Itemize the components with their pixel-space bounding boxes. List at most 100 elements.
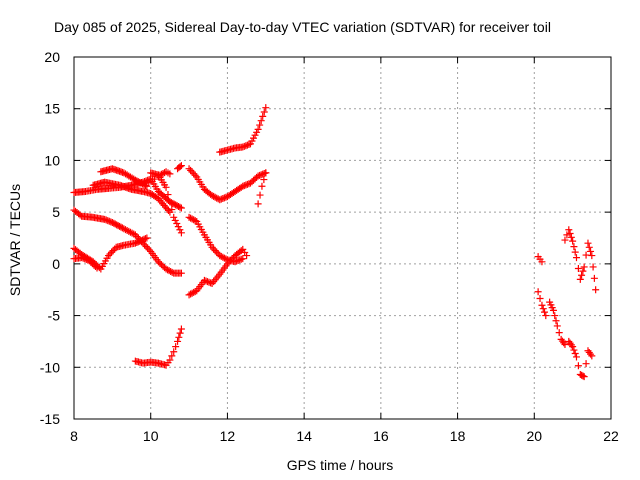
data-point: [173, 220, 181, 228]
data-point: [580, 373, 588, 381]
data-point: [222, 193, 230, 201]
data-point: [561, 236, 569, 244]
data-point: [202, 277, 210, 285]
data-point: [542, 312, 550, 320]
data-point: [239, 255, 247, 263]
data-point: [236, 256, 244, 264]
data-point: [552, 317, 560, 325]
data-point: [561, 341, 569, 349]
series-track-16: [534, 253, 546, 266]
data-point: [219, 194, 227, 202]
series-track-14: [254, 169, 270, 208]
data-point: [582, 360, 590, 368]
data-point: [243, 141, 251, 149]
data-point: [131, 231, 139, 239]
data-point: [107, 218, 115, 226]
x-tick-label: 8: [70, 428, 78, 444]
data-point: [257, 117, 265, 125]
data-point: [213, 248, 221, 256]
data-point: [534, 288, 542, 296]
series-track-19: [561, 226, 600, 294]
data-point: [210, 192, 218, 200]
data-point: [143, 234, 151, 242]
data-point: [579, 267, 587, 275]
data-point: [588, 352, 596, 360]
data-point: [108, 248, 116, 256]
data-point: [176, 163, 184, 171]
data-point: [260, 169, 268, 177]
data-point: [240, 182, 248, 190]
data-point: [567, 341, 575, 349]
data-point: [217, 252, 225, 260]
data-point: [228, 255, 236, 263]
data-point: [239, 143, 247, 151]
data-point: [254, 125, 262, 133]
data-point: [208, 192, 216, 200]
data-point: [203, 278, 211, 286]
data-point: [190, 216, 198, 224]
data-point: [176, 329, 184, 337]
chart-title: Day 085 of 2025, Sidereal Day-to-day VTE…: [54, 19, 551, 35]
data-point: [566, 230, 574, 238]
data-point: [254, 200, 262, 208]
data-point: [162, 265, 170, 273]
data-point: [572, 353, 580, 361]
data-point: [262, 169, 270, 177]
data-point: [105, 217, 113, 225]
data-point: [539, 305, 547, 313]
y-axis-label: SDTVAR / TECUs: [7, 184, 23, 296]
data-point: [168, 352, 176, 360]
x-tick-label: 18: [450, 428, 466, 444]
y-tick-label: 20: [44, 49, 60, 65]
data-point: [164, 191, 172, 199]
x-tick-label: 16: [373, 428, 389, 444]
data-point: [220, 194, 228, 202]
data-point: [76, 211, 84, 219]
y-tick-label: -10: [40, 359, 60, 375]
data-point: [106, 250, 114, 258]
data-point: [254, 172, 262, 180]
data-point: [167, 268, 175, 276]
data-point: [191, 171, 199, 179]
series-track-5: [97, 165, 185, 212]
data-point: [162, 183, 170, 191]
data-point: [587, 247, 595, 255]
data-point: [243, 252, 251, 260]
data-point: [237, 255, 245, 263]
data-point: [225, 258, 233, 266]
data-point: [572, 254, 580, 262]
data-point: [578, 271, 586, 279]
data-point: [592, 286, 600, 294]
data-point: [190, 170, 198, 178]
data-point: [177, 204, 185, 212]
data-point: [570, 346, 578, 354]
data-point: [259, 170, 267, 178]
data-point: [144, 244, 152, 252]
data-point: [188, 289, 196, 297]
data-point: [168, 206, 176, 214]
data-point: [176, 203, 184, 211]
data-point: [242, 142, 250, 150]
data-point: [538, 301, 546, 309]
data-point: [216, 196, 224, 204]
data-point: [101, 215, 109, 223]
data-point: [187, 214, 195, 222]
data-point: [154, 172, 162, 180]
data-point: [571, 349, 579, 357]
data-point: [102, 216, 110, 224]
data-point: [176, 226, 184, 234]
data-point: [256, 191, 264, 199]
data-point: [217, 195, 225, 203]
data-point: [541, 308, 549, 316]
data-point: [574, 362, 582, 370]
data-point: [553, 322, 561, 330]
data-point: [234, 257, 242, 265]
y-tick-label: -15: [40, 411, 60, 427]
data-point: [538, 258, 546, 266]
data-point: [104, 217, 112, 225]
data-point: [157, 170, 165, 178]
y-tick-label: -5: [48, 308, 61, 324]
data-point: [133, 233, 141, 241]
data-point: [570, 243, 578, 251]
